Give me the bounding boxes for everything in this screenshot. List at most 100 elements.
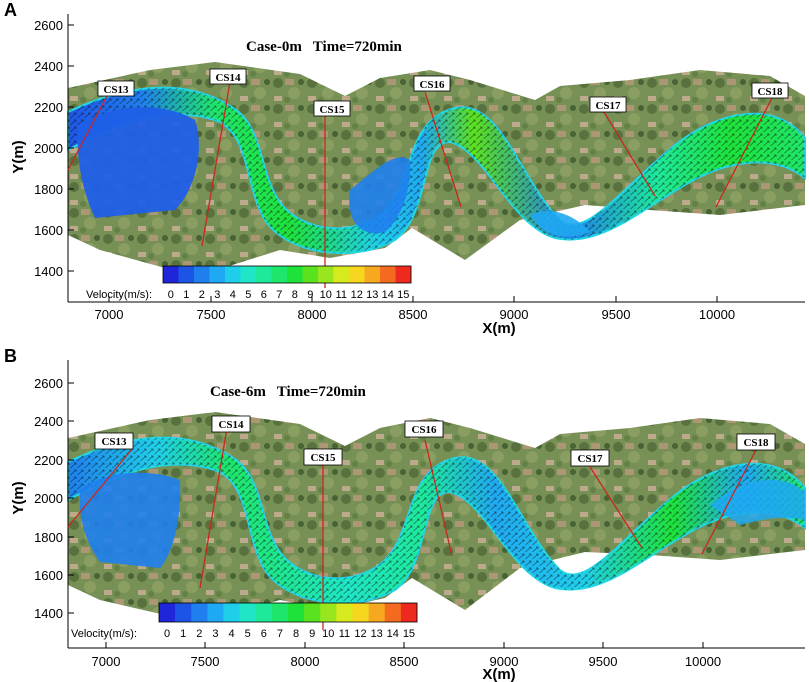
- panel-b-xtick-label: 7000: [92, 654, 121, 669]
- panel-b-colorbar-swatch: [255, 603, 273, 622]
- cs16-line: [424, 91, 462, 208]
- cs18-line: [715, 97, 773, 208]
- panel-a-colorbar-swatch: [163, 266, 179, 283]
- panel-a-colorbar-tick-label: 15: [397, 289, 409, 301]
- panel-b-terrain: [68, 412, 805, 620]
- panel-a-colorbar-label: Velocity(m/s):: [86, 289, 152, 301]
- panel-b-colorbar-ticks: 0 1 2 3 4 5 6 7 8 9 10 11 12 13 14 15: [164, 628, 415, 640]
- cs13-label: CS13: [103, 84, 129, 96]
- cs18-line: [701, 449, 757, 555]
- panel-b-xtick-label: 8500: [390, 654, 419, 669]
- cs15-label-box: [313, 100, 351, 117]
- panel-b-ytick-label: 1800: [34, 530, 63, 545]
- cross-section-cs13: CS13: [67, 80, 135, 171]
- panel-a-xtick-label: 8500: [399, 307, 428, 322]
- panel-b-colorbar-swatch: [336, 603, 353, 622]
- cs15-label-box: [303, 448, 343, 466]
- panel-a-ytick-label: 1800: [34, 182, 63, 197]
- cs17-label: CS17: [577, 453, 603, 465]
- cs13-line: [67, 89, 111, 171]
- panel-b-colorbar-swatch: [320, 603, 337, 622]
- panel-b-colorbar-swatch: [191, 603, 208, 622]
- panel-a-ytick-label: 2000: [34, 141, 63, 156]
- panel-a-colorbar-swatch: [302, 266, 319, 283]
- cs14-line: [201, 81, 231, 247]
- panel-b-ytick-label: 2200: [34, 453, 63, 468]
- panel-b-colorbar-tick-label: 11: [339, 628, 350, 640]
- panel-b-colorbar-tick-label: 10: [322, 628, 334, 640]
- panel-b-colorbar: 0 1 2 3 4 5 6 7 8 9 10 11 12 13 14 15 Velocity(m/s):: [71, 602, 418, 640]
- cross-section-cs16: CS16: [413, 75, 462, 208]
- panel-a-colorbar-swatch: [318, 266, 334, 283]
- panel-a-colorbar-swatch: [395, 266, 412, 283]
- cs13-label: CS13: [101, 436, 127, 448]
- panel-b-colorbar-swatches: [159, 603, 418, 622]
- panel-b-colorbar-swatch: [175, 603, 192, 622]
- panel-b-colorbar-swatch: [271, 603, 289, 622]
- panel-b-ytick-label: 1400: [34, 606, 63, 621]
- cs18-label: CS18: [757, 86, 783, 98]
- panel-b-colorbar-tick-label: 3: [212, 628, 218, 640]
- panel-b-colorbar-tick-label: 12: [354, 628, 366, 640]
- panel-a-colorbar-tick-label: 0: [168, 289, 174, 301]
- panel-b-colorbar-frame: [158, 602, 418, 623]
- cs17-label-box: [570, 449, 610, 467]
- panel-b-colorbar-swatch: [207, 603, 224, 622]
- panel-b-xtick-label: 10000: [685, 654, 721, 669]
- panel-a-colorbar-swatch: [364, 266, 381, 283]
- cs15-label: CS15: [310, 452, 336, 464]
- panel-a-colorbar-tick-label: 9: [307, 289, 313, 301]
- panel-a-colorbar-tick-label: 1: [183, 289, 189, 301]
- cross-section-cs15: CS15: [303, 448, 343, 630]
- panel-b-xtick-label: 9500: [589, 654, 618, 669]
- cs16-label: CS16: [419, 79, 445, 91]
- cross-section-cs14: CS14: [199, 415, 251, 589]
- panel-b-y-ticks: 1400 1600 1800 2000 2200 2400 2600: [34, 376, 74, 621]
- panel-a-colorbar-tick-label: 7: [276, 289, 282, 301]
- panel-b-y-axis-title: Y(m): [10, 481, 27, 514]
- panel-a-colorbar-swatch: [225, 266, 241, 283]
- panel-a-colorbar-swatch: [178, 266, 195, 283]
- panel-a-colorbar-tick-label: 8: [292, 289, 298, 301]
- panel-b-colorbar-swatch: [304, 603, 321, 622]
- cs13-line: [67, 448, 133, 528]
- panel-a-colorbar-ticks: 0 1 2 3 4 5 6 7 8 9 10 11 12 13 14 15: [168, 289, 410, 301]
- cross-section-cs17: CS17: [570, 449, 643, 549]
- cs14-label: CS14: [215, 72, 241, 84]
- cs13-label-box: [97, 80, 135, 97]
- panel-b-colorbar-tick-label: 0: [164, 628, 170, 640]
- panel-b-ytick-label: 2400: [34, 414, 63, 429]
- panel-a-colorbar-swatch: [256, 266, 272, 283]
- panel-a-colorbar-tick-label: 14: [382, 289, 394, 301]
- panel-a-colorbar-tick-label: 6: [261, 289, 267, 301]
- cs14-label-box: [211, 415, 251, 433]
- panel-a-cross-sections: CS13 CS14 CS15 CS16 CS17: [67, 68, 789, 288]
- panel-a-colorbar-tick-label: 2: [199, 289, 205, 301]
- panel-b-colorbar-tick-label: 2: [196, 628, 202, 640]
- panel-b-colorbar-label: Velocity(m/s):: [71, 628, 137, 640]
- panel-b-colorbar-tick-label: 15: [403, 628, 415, 640]
- panel-b-colorbar-swatch: [239, 603, 257, 622]
- cs16-label: CS16: [411, 424, 437, 436]
- panel-b-river: [67, 436, 806, 605]
- panel-a-colorbar-swatch: [194, 266, 210, 283]
- cs17-line: [589, 466, 643, 549]
- cs15-label: CS15: [319, 104, 345, 116]
- cs17-label: CS17: [595, 100, 621, 112]
- panel-a-colorbar-swatch: [287, 266, 303, 283]
- panel-b-ytick-label: 2000: [34, 491, 63, 506]
- panel-a-colorbar-tick-label: 10: [320, 289, 332, 301]
- cs14-label-box: [209, 68, 247, 85]
- panel-b-colorbar-swatch: [384, 603, 402, 622]
- panel-b-colorbar-tick-label: 9: [309, 628, 315, 640]
- panel-a-xtick-label: 7500: [197, 307, 226, 322]
- panel-a-colorbar-swatches: [163, 266, 412, 283]
- panel-a-colorbar: 0 1 2 3 4 5 6 7 8 9 10 11 12 13 14 15 Velocity(m/s):: [86, 265, 412, 301]
- panel-a-title: Case-0m Time=720min: [246, 39, 403, 55]
- cs14-line: [199, 421, 229, 589]
- panel-b-colorbar-tick-label: 13: [371, 628, 383, 640]
- panel-b-colorbar-tick-label: 8: [293, 628, 299, 640]
- cs13-label-box: [94, 432, 134, 450]
- cs14-label: CS14: [218, 419, 244, 431]
- panel-a-colorbar-swatch: [349, 266, 365, 283]
